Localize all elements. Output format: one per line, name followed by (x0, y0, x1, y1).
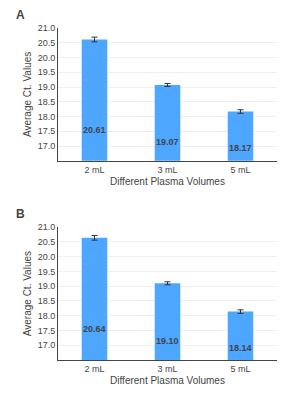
svg-text:17.5: 17.5 (38, 126, 56, 136)
svg-text:20.64: 20.64 (83, 324, 106, 334)
svg-text:5 mL: 5 mL (230, 165, 250, 175)
svg-text:17.0: 17.0 (38, 340, 56, 350)
svg-text:19.07: 19.07 (156, 137, 179, 147)
svg-text:2 mL: 2 mL (84, 165, 104, 175)
svg-text:5 mL: 5 mL (230, 364, 250, 374)
svg-text:17.5: 17.5 (38, 326, 56, 336)
svg-text:20.5: 20.5 (38, 237, 56, 247)
svg-text:18.0: 18.0 (38, 112, 56, 122)
svg-text:19.10: 19.10 (156, 336, 179, 346)
svg-text:Different Plasma Volumes: Different Plasma Volumes (110, 176, 225, 187)
svg-text:19.5: 19.5 (38, 67, 56, 77)
svg-text:18.5: 18.5 (38, 97, 56, 107)
svg-text:18.5: 18.5 (38, 296, 56, 306)
svg-text:20.5: 20.5 (38, 38, 56, 48)
svg-text:Average Ct. Values: Average Ct. Values (22, 251, 33, 336)
svg-text:19.0: 19.0 (38, 281, 56, 291)
svg-text:2 mL: 2 mL (84, 364, 104, 374)
svg-text:Different Plasma Volumes: Different Plasma Volumes (110, 375, 225, 386)
svg-text:20.0: 20.0 (38, 53, 56, 63)
svg-text:18.14: 18.14 (229, 343, 252, 353)
svg-text:19.0: 19.0 (38, 82, 56, 92)
svg-text:21.0: 21.0 (38, 222, 56, 232)
svg-text:19.5: 19.5 (38, 267, 56, 277)
svg-text:A: A (16, 8, 25, 22)
svg-text:B: B (16, 207, 25, 221)
svg-text:18.0: 18.0 (38, 311, 56, 321)
svg-text:3 mL: 3 mL (157, 165, 177, 175)
svg-text:20.61: 20.61 (83, 125, 106, 135)
svg-text:17.0: 17.0 (38, 141, 56, 151)
svg-text:18.17: 18.17 (229, 143, 252, 153)
svg-text:3 mL: 3 mL (157, 364, 177, 374)
svg-text:Average Ct. Values: Average Ct. Values (22, 52, 33, 137)
svg-text:20.0: 20.0 (38, 252, 56, 262)
svg-text:21.0: 21.0 (38, 23, 56, 33)
